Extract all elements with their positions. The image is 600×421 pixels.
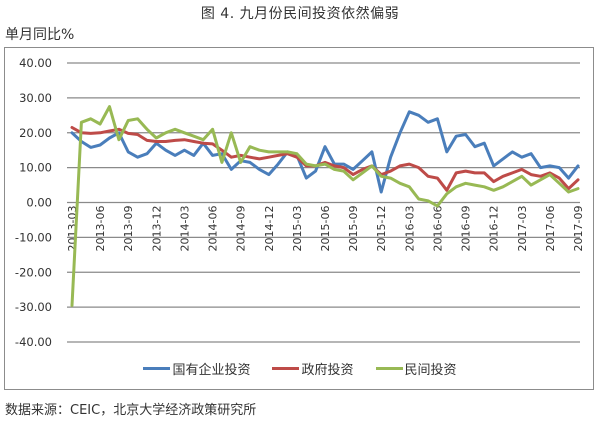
x-tick-label: 2014-09 xyxy=(235,206,248,252)
series-line xyxy=(70,105,580,307)
x-tick-label: 2016-12 xyxy=(488,206,501,252)
x-tick-label: 2017-03 xyxy=(516,206,529,252)
x-tick-label: 2017-06 xyxy=(544,206,557,252)
x-tick-label: 2013-09 xyxy=(122,206,135,252)
chart-frame xyxy=(4,47,594,390)
y-tick-label: -30.00 xyxy=(15,300,52,314)
series-line xyxy=(70,110,580,194)
x-tick-label: 2013-06 xyxy=(94,206,107,252)
x-tick-label: 2016-06 xyxy=(431,206,444,252)
x-tick-label: 2017-09 xyxy=(572,206,585,252)
legend-label-government: 政府投资 xyxy=(301,363,354,378)
legend-swatch-private xyxy=(375,367,403,370)
data-source-note: 数据来源：CEIC，北京大学经济政策研究所 xyxy=(5,403,257,418)
x-tick-label: 2016-09 xyxy=(460,206,473,252)
x-tick-label: 2014-03 xyxy=(178,206,191,252)
series-line xyxy=(70,126,580,192)
legend-swatch-state-owned xyxy=(143,367,171,370)
x-tick-label: 2015-03 xyxy=(291,206,304,252)
y-tick-label: -40.00 xyxy=(15,335,52,349)
x-tick-label: 2015-09 xyxy=(347,206,360,252)
x-tick-label: 2013-12 xyxy=(150,206,163,252)
figure-title: 图 4. 九月份民间投资依然偏弱 xyxy=(200,6,400,22)
y-tick-label: 20.00 xyxy=(19,126,52,140)
y-tick-label: -20.00 xyxy=(15,265,52,279)
legend-item-state-owned: 国有企业投资 xyxy=(143,359,250,378)
legend-item-government: 政府投资 xyxy=(272,359,354,378)
legend-label-private: 民间投资 xyxy=(404,363,457,378)
y-tick-label: 0.00 xyxy=(26,196,52,210)
legend-swatch-government xyxy=(272,367,300,370)
x-tick-label: 2015-06 xyxy=(319,206,332,252)
x-tick-label: 2016-03 xyxy=(403,206,416,252)
y-axis-unit-label: 单月同比% xyxy=(5,27,75,43)
x-tick-label: 2014-12 xyxy=(263,206,276,252)
legend-item-private: 民间投资 xyxy=(375,359,457,378)
y-tick-label: 40.00 xyxy=(19,56,52,70)
y-tick-label: 10.00 xyxy=(19,161,52,175)
x-tick-label: 2015-12 xyxy=(375,206,388,252)
legend-label-state-owned: 国有企业投资 xyxy=(172,363,251,378)
y-tick-label: -10.00 xyxy=(15,230,52,244)
x-tick-label: 2014-06 xyxy=(207,206,220,252)
y-tick-label: 30.00 xyxy=(19,91,52,105)
chart-legend: 国有企业投资 政府投资 民间投资 xyxy=(0,359,600,378)
